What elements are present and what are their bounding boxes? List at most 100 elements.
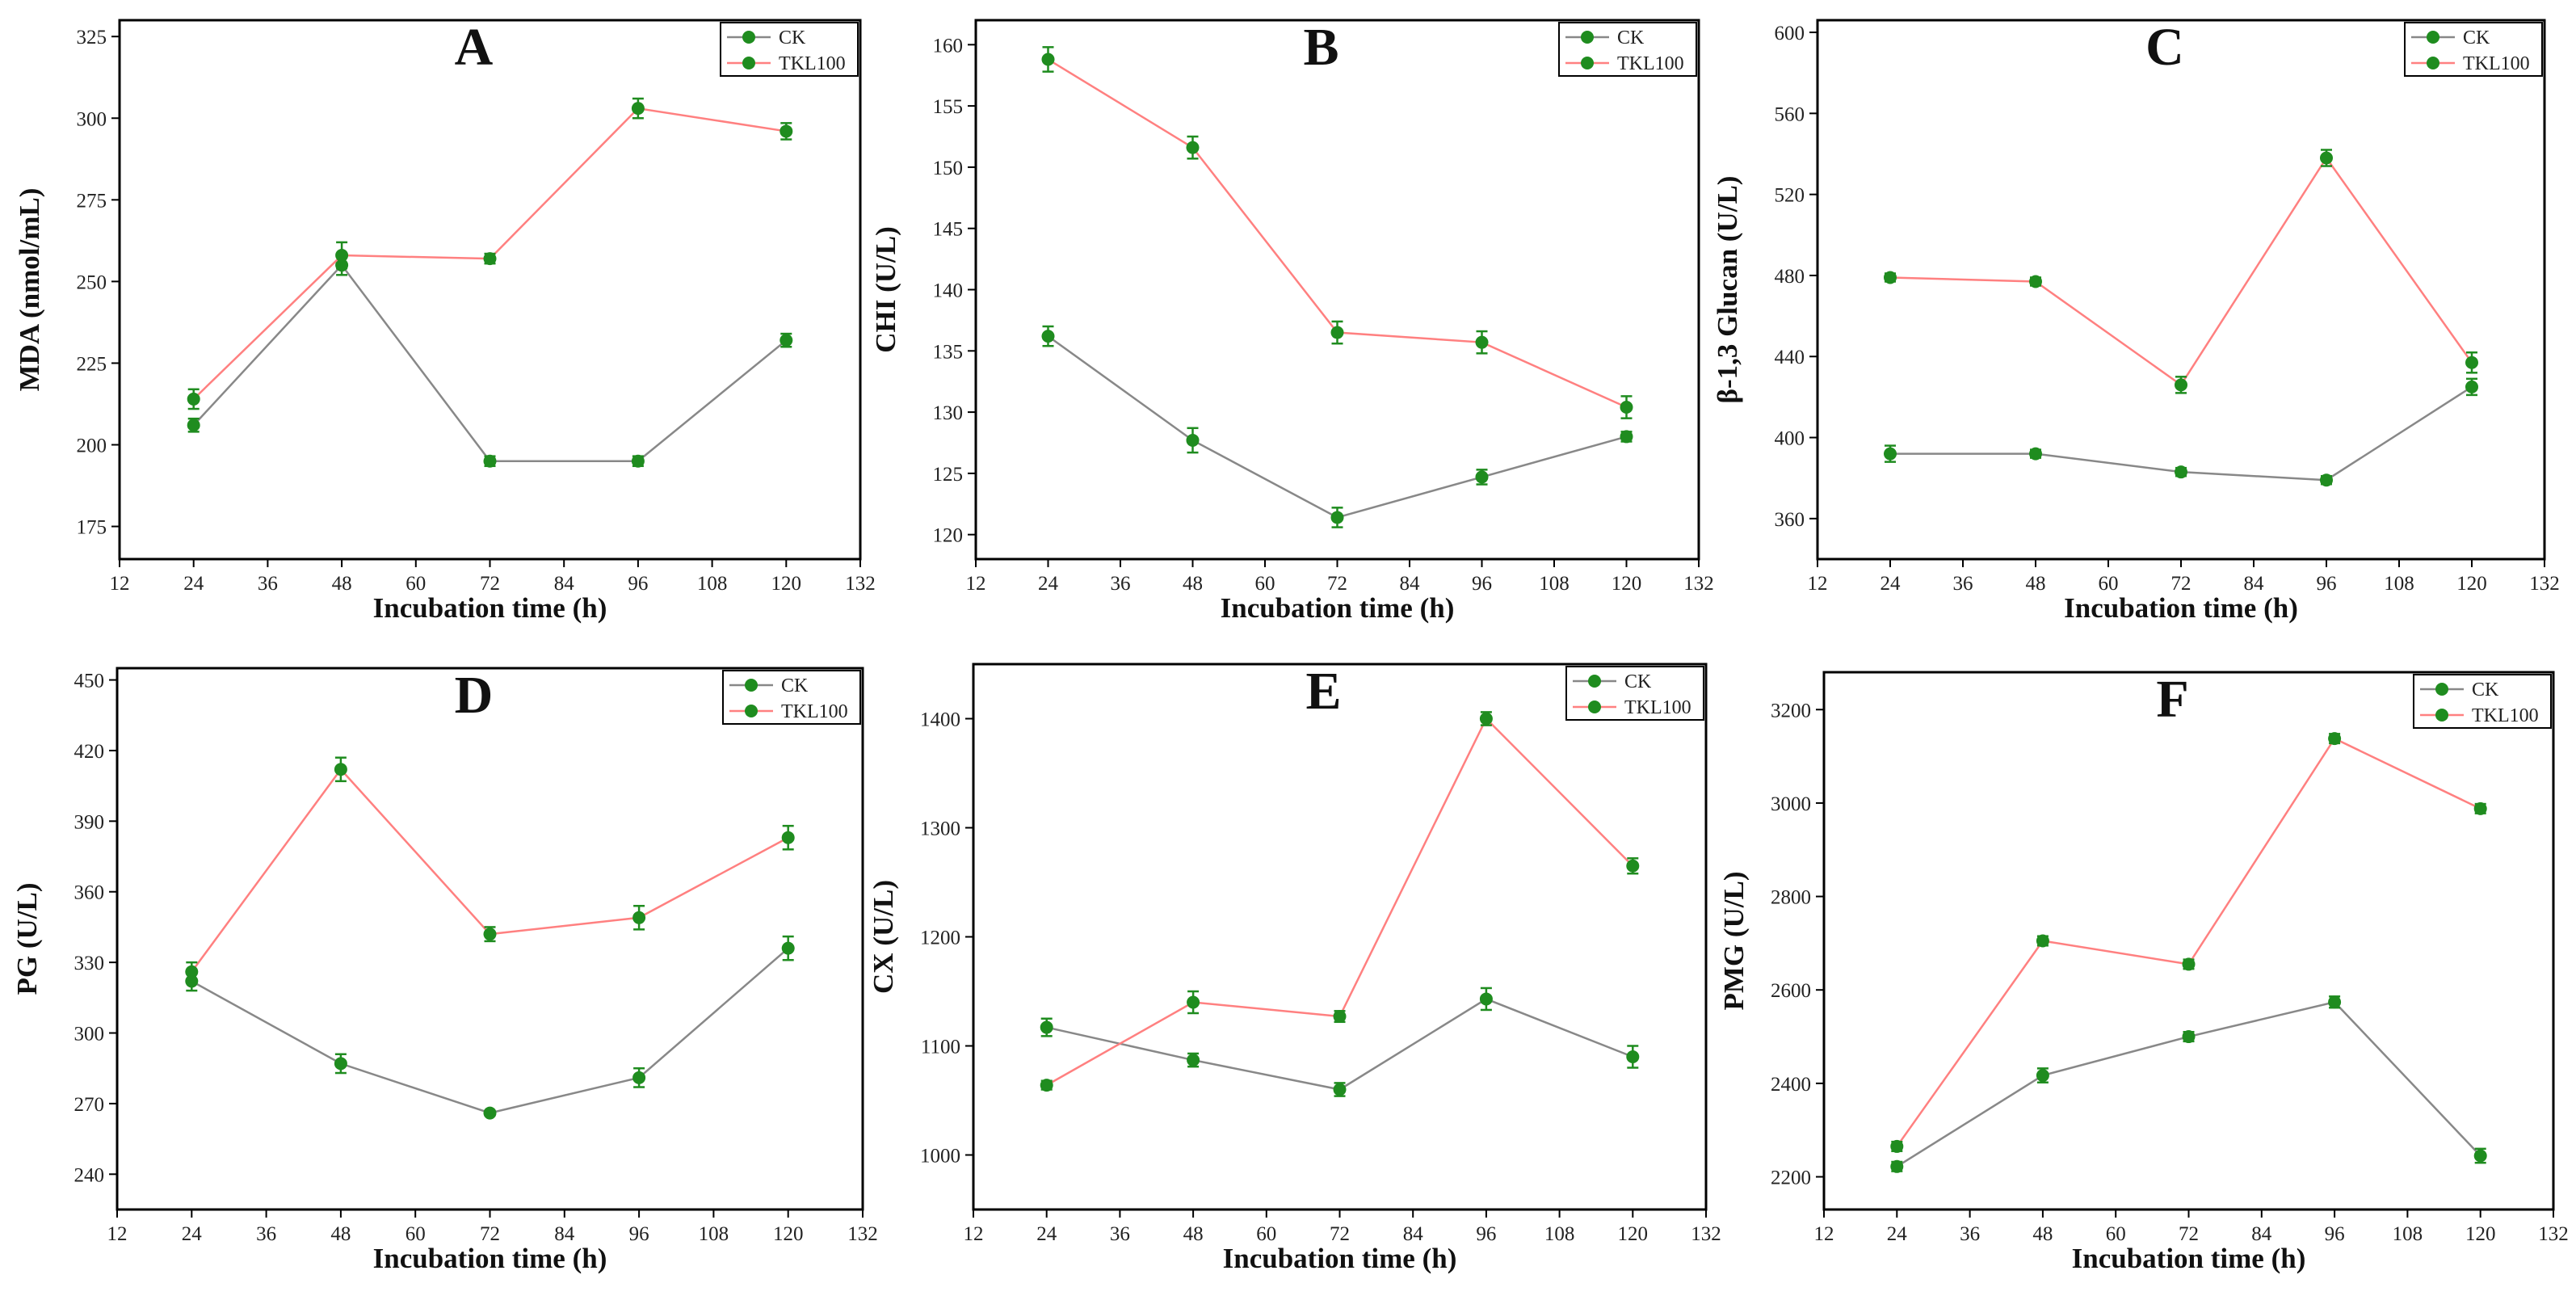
legend-swatch-marker [1581, 57, 1594, 69]
x-axis-title: Incubation time (h) [373, 592, 607, 624]
x-tick-label: 72 [480, 1223, 500, 1245]
x-tick-label: 36 [1111, 573, 1131, 595]
x-tick-label: 72 [1327, 573, 1347, 595]
series-ck [1884, 377, 2478, 487]
plot-frame [1822, 671, 2555, 1211]
x-tick-label: 48 [332, 573, 352, 595]
x-tick-label: 132 [1683, 573, 1714, 595]
series-tkl100 [1890, 732, 2487, 1153]
x-tick-label: 96 [2325, 1223, 2345, 1245]
x-axis-title: Incubation time (h) [2064, 592, 2298, 624]
x-tick-label: 12 [966, 573, 986, 595]
x-tick-label: 72 [1330, 1223, 1350, 1245]
data-point [2182, 957, 2196, 971]
y-tick-label: 560 [1775, 103, 1805, 125]
x-tick-label: 48 [1183, 573, 1203, 595]
x-tick-label: 36 [1953, 573, 1973, 595]
y-tick-label: 125 [933, 464, 964, 486]
data-point [187, 419, 200, 432]
legend-label: TKL100 [781, 701, 848, 722]
y-tick-label: 150 [933, 158, 964, 179]
series-line [1889, 156, 2473, 387]
y-tick-label: 250 [77, 271, 107, 293]
x-tick-label: 132 [2538, 1223, 2569, 1245]
data-point [1333, 1083, 1347, 1096]
x-tick-label: 12 [1808, 573, 1828, 595]
panel-a: 12 24 36 48 60 72 84 96 108 120 132 175 200 225 250 275… [14, 18, 876, 624]
data-point [780, 124, 793, 138]
legend-label: TKL100 [2472, 705, 2539, 726]
data-point [1620, 401, 1633, 414]
y-tick-label: 1300 [920, 818, 960, 840]
legend: CK TKL100 [2404, 22, 2543, 77]
x-tick-label: 24 [183, 573, 204, 595]
y-tick-label: 450 [74, 671, 105, 692]
y-axis-title: PMG (U/L) [1718, 871, 1750, 1010]
x-tick-label: 24 [1036, 1223, 1057, 1245]
data-point [780, 334, 793, 347]
y-tick-label: 120 [933, 525, 964, 547]
y-tick-label: 330 [74, 953, 105, 974]
x-tick-label: 96 [629, 1223, 649, 1245]
y-tick-label: 275 [77, 190, 107, 212]
y-tick-label: 480 [1775, 266, 1805, 288]
series-ck [1041, 325, 1633, 528]
data-point [187, 392, 200, 406]
data-point [483, 1106, 497, 1120]
x-tick-label: 72 [480, 573, 500, 595]
y-tick-label: 160 [933, 35, 964, 57]
legend-box [722, 670, 861, 725]
y-tick-label: 1100 [921, 1037, 960, 1058]
y-tick-label: 3200 [1771, 700, 1811, 722]
legend-label: CK [781, 675, 809, 696]
x-tick-label: 108 [1539, 573, 1570, 595]
data-point [2029, 447, 2042, 461]
y-tick-label: 135 [933, 341, 964, 363]
data-point [1479, 712, 1493, 726]
x-tick-label: 108 [699, 1223, 729, 1245]
data-point [1186, 433, 1200, 447]
y-tick-label: 2600 [1771, 980, 1811, 1002]
legend: CK TKL100 [1565, 666, 1704, 721]
data-point [2473, 801, 2487, 815]
y-tick-label: 140 [933, 280, 964, 302]
x-tick-label: 84 [1400, 573, 1421, 595]
x-tick-label: 132 [1691, 1223, 1721, 1245]
y-tick-label: 270 [74, 1094, 105, 1116]
series-tkl100 [1041, 46, 1633, 419]
x-tick-label: 96 [1472, 573, 1492, 595]
x-tick-label: 84 [1403, 1223, 1424, 1245]
data-point [1186, 141, 1200, 154]
y-tick-label: 1200 [920, 928, 960, 949]
y-tick-label: 240 [74, 1164, 105, 1186]
x-tick-label: 48 [330, 1223, 351, 1245]
x-tick-label: 108 [2393, 1223, 2423, 1245]
data-point [1884, 271, 1897, 284]
legend-swatch-marker [742, 31, 755, 44]
data-point [1626, 859, 1640, 873]
y-tick-label: 155 [933, 96, 964, 118]
panel-b: 12 24 36 48 60 72 84 96 108 120 132 120 125 130 135 140… [870, 18, 1714, 624]
y-tick-label: 325 [77, 27, 107, 48]
panel-c: 12 24 36 48 60 72 84 96 108 120 132 360 400 440 480 520… [1712, 18, 2560, 624]
series-ck [1890, 995, 2487, 1173]
series-line [191, 947, 789, 1114]
x-axis-title: Incubation time (h) [1223, 1243, 1457, 1274]
data-point [2036, 934, 2049, 948]
data-point [2175, 378, 2187, 392]
y-tick-label: 360 [74, 882, 105, 904]
y-axis-title: MDA (nmol/mL) [14, 188, 45, 392]
legend-box [2404, 22, 2543, 77]
y-tick-label: 520 [1775, 185, 1805, 207]
data-point [2029, 275, 2042, 288]
x-tick-label: 48 [2026, 573, 2046, 595]
x-axis-title: Incubation time (h) [1221, 592, 1455, 624]
series-line [1047, 335, 1627, 519]
data-point [1890, 1139, 1904, 1153]
legend-swatch-marker [745, 705, 758, 717]
x-tick-label: 108 [1544, 1223, 1575, 1245]
y-tick-label: 200 [77, 435, 107, 457]
x-axis-title: Incubation time (h) [373, 1243, 607, 1274]
legend-box [2413, 674, 2552, 729]
series-ck [1040, 987, 1640, 1097]
